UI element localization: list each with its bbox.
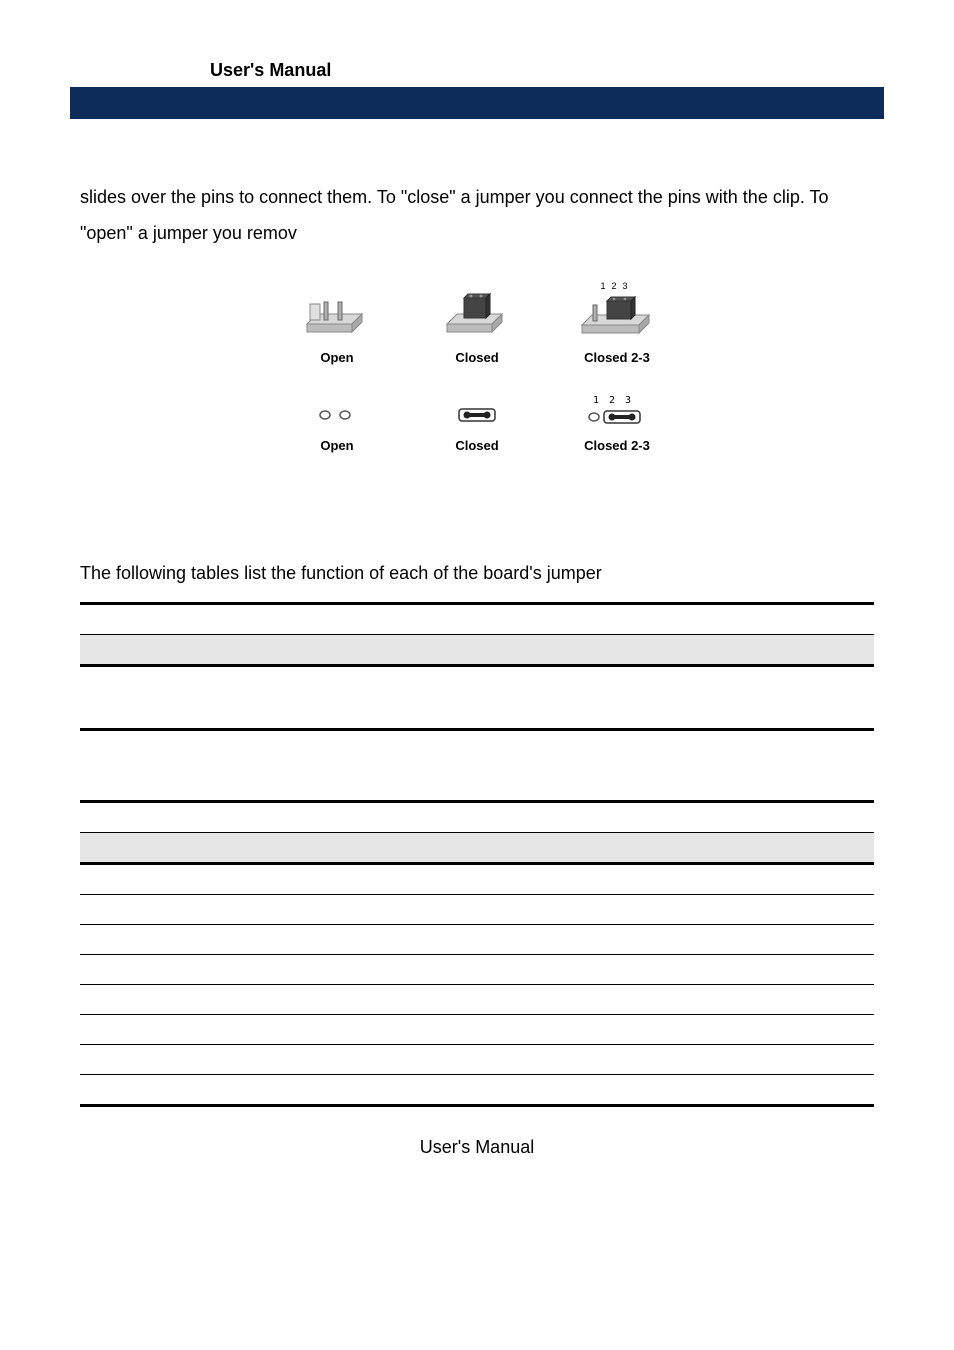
table-spacer — [80, 696, 874, 730]
diagram-row-top: 123 — [267, 395, 687, 432]
table-row — [80, 864, 874, 895]
diagram-row-3d: 123 — [267, 281, 687, 344]
pin-top-1: 1 — [593, 395, 609, 406]
table-row — [80, 895, 874, 925]
label-closed23-2: Closed 2-3 — [547, 438, 687, 453]
diagram-labels-row1: Open Closed Closed 2-3 — [267, 350, 687, 365]
jumper-top-closed23: 123 — [547, 395, 687, 432]
jumper-top-closed — [407, 403, 547, 432]
table-row — [80, 1045, 874, 1075]
body-paragraph: slides over the pins to connect them. To… — [80, 179, 874, 251]
table-row — [80, 635, 874, 666]
label-open-2: Open — [267, 438, 407, 453]
label-closed23-1: Closed 2-3 — [547, 350, 687, 365]
jumper-table-1 — [80, 602, 874, 1107]
table-row — [80, 985, 874, 1015]
table-row — [80, 604, 874, 635]
page-header: User's Manual — [80, 60, 874, 119]
jumper-3d-open — [267, 284, 407, 344]
table-row — [80, 760, 874, 802]
jumper-top-open — [267, 403, 407, 432]
label-closed-1: Closed — [407, 350, 547, 365]
header-blue-bar — [70, 87, 884, 119]
jumper-diagram: 123 Open Closed C — [267, 281, 687, 453]
table-row — [80, 833, 874, 864]
table-row — [80, 1015, 874, 1045]
table-row — [80, 925, 874, 955]
label-closed-2: Closed — [407, 438, 547, 453]
table-row — [80, 666, 874, 697]
jumper-3d-closed — [407, 284, 547, 344]
table-row — [80, 955, 874, 985]
header-title: User's Manual — [210, 60, 874, 81]
label-open-1: Open — [267, 350, 407, 365]
page-footer: User's Manual — [80, 1137, 874, 1158]
jumper-3d-closed23: 123 — [547, 281, 687, 344]
document-page: User's Manual slides over the pins to co… — [0, 0, 954, 1350]
table-row — [80, 730, 874, 761]
table-row — [80, 802, 874, 833]
pin-top-3: 3 — [625, 395, 641, 406]
section-intro-text: The following tables list the function o… — [80, 563, 874, 584]
table-row — [80, 1075, 874, 1106]
pin-top-2: 2 — [609, 395, 625, 406]
diagram-labels-row2: Open Closed Closed 2-3 — [267, 438, 687, 453]
